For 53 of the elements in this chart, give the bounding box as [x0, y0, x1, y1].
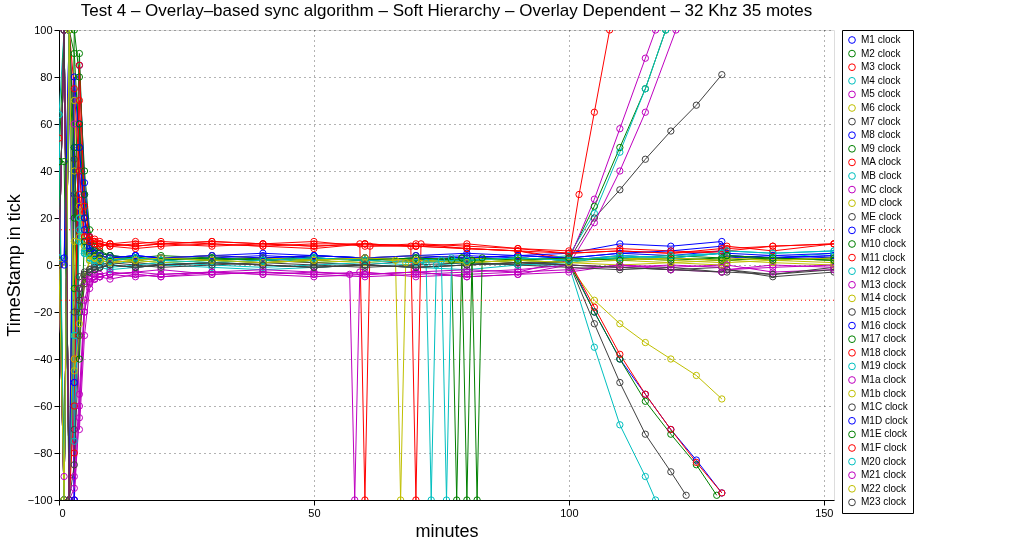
legend-label: MC clock — [861, 183, 904, 195]
legend-label: M1C clock — [861, 401, 909, 413]
legend-label: M6 clock — [861, 102, 902, 113]
legend-label: MB clock — [861, 170, 903, 181]
legend-label: M12 clock — [861, 265, 908, 277]
legend-label: M4 clock — [861, 74, 902, 86]
legend-label: M1 clock — [861, 34, 902, 45]
y-tick-label: 80 — [40, 70, 53, 83]
legend-label: M1a clock — [861, 374, 908, 385]
legend-label: M21 clock — [861, 469, 908, 481]
x-axis-title: minutes — [415, 520, 479, 541]
legend-label: M1E clock — [861, 428, 909, 440]
legend-label: M18 clock — [861, 346, 908, 358]
chart-title: Test 4 – Overlay–based sync algorithm – Soft Hierarchy – Overlay Dependent – 32 Khz 35 motes — [80, 1, 813, 20]
y-tick-label: −80 — [33, 446, 53, 459]
legend-label: M15 clock — [861, 306, 908, 317]
legend-label: M17 clock — [861, 333, 908, 345]
legend-label: M20 clock — [861, 455, 908, 467]
legend-label: M13 clock — [861, 278, 908, 290]
legend-label: MD clock — [861, 197, 904, 209]
y-tick-label: −40 — [33, 352, 53, 365]
legend-label: M7 clock — [861, 115, 902, 127]
y-tick-label: 20 — [40, 211, 53, 224]
y-tick-label: −100 — [27, 493, 53, 506]
x-tick-label: 150 — [815, 506, 834, 519]
legend-label: M14 clock — [861, 292, 908, 304]
x-tick-label: 100 — [560, 506, 579, 519]
y-tick-label: 40 — [40, 164, 53, 177]
legend-label: ME clock — [861, 210, 903, 222]
y-axis-title: TimeStamp in tick — [3, 193, 24, 337]
y-tick-label: 100 — [34, 23, 53, 36]
legend-label: M2 clock — [861, 47, 902, 59]
y-tick-label: −20 — [33, 305, 53, 318]
legend-label: MF clock — [861, 224, 902, 236]
y-tick-label: 0 — [46, 258, 53, 271]
legend-label: M3 clock — [861, 61, 902, 73]
x-tick-label: 0 — [59, 506, 66, 519]
legend-label: M19 clock — [861, 360, 908, 372]
legend-label: M1b clock — [861, 387, 908, 399]
y-tick-label: −60 — [33, 399, 53, 412]
legend-label: M11 clock — [861, 251, 907, 263]
legend-label: M1F clock — [861, 442, 908, 453]
legend-label: M8 clock — [861, 129, 902, 141]
legend-label: M16 clock — [861, 319, 908, 331]
legend-label: M9 clock — [861, 142, 902, 154]
legend-label: M10 clock — [861, 238, 908, 249]
legend-label: MA clock — [861, 156, 903, 168]
legend-label: M22 clock — [861, 482, 908, 494]
x-tick-label: 50 — [308, 506, 321, 519]
legend-label: M5 clock — [861, 88, 902, 100]
legend-label: M1D clock — [861, 414, 909, 426]
legend-label: M23 clock — [861, 496, 908, 508]
y-tick-label: 60 — [40, 117, 53, 130]
